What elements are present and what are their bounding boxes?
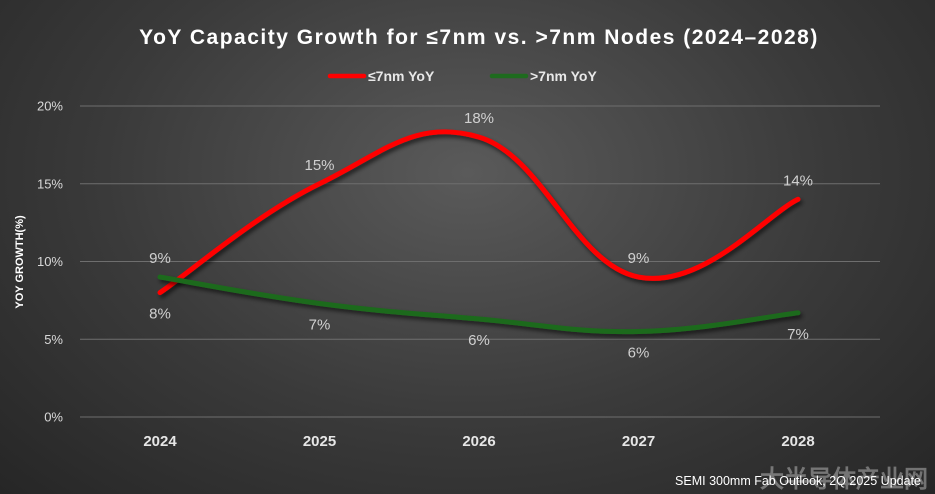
data-label: 7% (309, 316, 331, 333)
data-labels: 8% 15% 18% 9% 14% 9% 7% 6% 6% 7% (149, 110, 813, 361)
data-label: 6% (628, 344, 650, 361)
data-label: 9% (149, 250, 171, 267)
series-line-1 (157, 274, 801, 335)
y-tick-label: 20% (37, 99, 63, 114)
x-tick-label: 2026 (462, 433, 495, 450)
legend: ≤7nm YoY >7nm YoY (327, 68, 597, 84)
data-label: 15% (304, 157, 334, 174)
x-axis-ticks: 2024 2025 2026 2027 2028 (143, 433, 814, 450)
data-label: 9% (628, 250, 650, 267)
source-note: SEMI 300mm Fab Outlook, 2Q 2025 Update (675, 474, 921, 488)
x-tick-label: 2027 (622, 433, 655, 450)
data-label: 6% (468, 332, 490, 349)
y-tick-label: 15% (37, 176, 63, 191)
x-tick-label: 2028 (781, 433, 814, 450)
y-axis-ticks: 0% 5% 10% 15% 20% (37, 99, 63, 425)
watermark: 大半导体产业网 (760, 465, 928, 493)
y-axis-label: YOY GROWTH(%) (14, 215, 26, 309)
y-tick-label: 5% (44, 332, 63, 347)
series-line-0 (157, 129, 801, 296)
y-tick-label: 0% (44, 410, 63, 425)
grid-layer (80, 105, 880, 418)
series-layer (157, 129, 801, 335)
data-label: 14% (783, 172, 813, 189)
data-label: 8% (149, 306, 171, 323)
x-tick-label: 2025 (303, 433, 336, 450)
legend-label: >7nm YoY (530, 68, 597, 84)
data-label: 18% (464, 110, 494, 127)
data-label: 7% (787, 326, 809, 343)
chart-title: YoY Capacity Growth for ≤7nm vs. >7nm No… (139, 26, 819, 49)
y-tick-label: 10% (37, 254, 63, 269)
x-tick-label: 2024 (143, 433, 177, 450)
legend-label: ≤7nm YoY (368, 68, 435, 84)
